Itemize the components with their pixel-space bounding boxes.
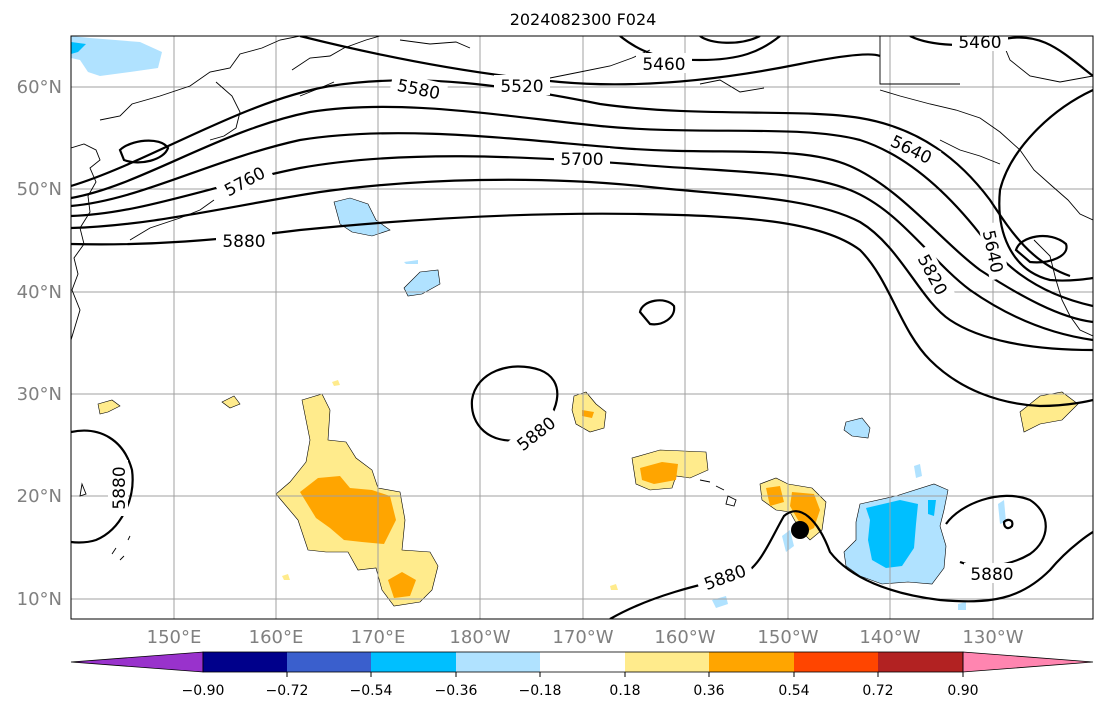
longitude-axis: 150°E 160°E 170°E 180°W 170°W 160°W 150°… <box>147 627 1024 648</box>
contour-label: 5640 <box>978 228 1007 274</box>
colorbar-tick-label: −0.72 <box>266 683 309 699</box>
contour-label: 5460 <box>642 55 685 75</box>
contour-label: 5880 <box>110 466 130 509</box>
colorbar-tick-label: 0.72 <box>862 683 893 699</box>
positive-anomaly-shading <box>97 380 1079 607</box>
colorbar-segment <box>456 652 540 672</box>
lon-label: 160°E <box>249 627 304 648</box>
colorbar-tick-label: 0.18 <box>609 683 640 699</box>
colorbar-tick-label: −0.54 <box>350 683 393 699</box>
lon-label: 150°W <box>757 627 818 648</box>
lon-label: 170°E <box>351 627 406 648</box>
colorbar: −0.90 −0.72 −0.54 −0.36 −0.18 0.18 0.36 … <box>70 651 1094 699</box>
contour-label: 5880 <box>222 232 265 252</box>
colorbar-segment <box>709 652 794 672</box>
latitude-axis: 60°N 50°N 40°N 30°N 20°N 10°N <box>17 77 62 610</box>
lon-label: 150°E <box>147 627 202 648</box>
colorbar-segment <box>287 652 371 672</box>
colorbar-segment <box>878 652 963 672</box>
lon-label: 160°W <box>654 627 715 648</box>
lat-label: 40°N <box>17 282 62 303</box>
lat-label: 30°N <box>17 384 62 405</box>
colorbar-tick-label: −0.36 <box>435 683 478 699</box>
coastlines <box>71 36 1093 561</box>
lat-label: 60°N <box>17 77 62 98</box>
colorbar-tick-label: 0.90 <box>947 683 978 699</box>
colorbar-max-extend <box>962 651 1094 673</box>
lon-label: 130°W <box>962 627 1023 648</box>
contour-label: 5520 <box>500 77 543 97</box>
negative-anomaly-shading <box>71 36 1006 610</box>
lat-label: 50°N <box>17 179 62 200</box>
colorbar-segment <box>540 652 625 672</box>
lon-label: 170°W <box>552 627 613 648</box>
contour-label: 5700 <box>560 150 603 170</box>
graticule <box>71 36 1093 619</box>
colorbar-segment <box>625 652 709 672</box>
map-frame <box>70 35 1094 620</box>
map-title: 2024082300 F024 <box>510 10 657 29</box>
lat-label: 20°N <box>17 486 62 507</box>
colorbar-min-extend <box>70 651 204 673</box>
lon-label: 140°W <box>859 627 920 648</box>
colorbar-tick-label: 0.36 <box>693 683 724 699</box>
colorbar-segment <box>371 652 456 672</box>
storm-center-marker <box>791 521 809 539</box>
lon-label: 180°W <box>449 627 510 648</box>
contour-label: 5880 <box>970 565 1013 585</box>
colorbar-segment <box>203 652 287 672</box>
colorbar-segment <box>794 652 878 672</box>
contour-label: 5460 <box>958 33 1001 53</box>
colorbar-tick-label: −0.90 <box>182 683 225 699</box>
colorbar-tick-label: −0.18 <box>519 683 562 699</box>
lat-label: 10°N <box>17 589 62 610</box>
colorbar-tick-label: 0.54 <box>778 683 809 699</box>
